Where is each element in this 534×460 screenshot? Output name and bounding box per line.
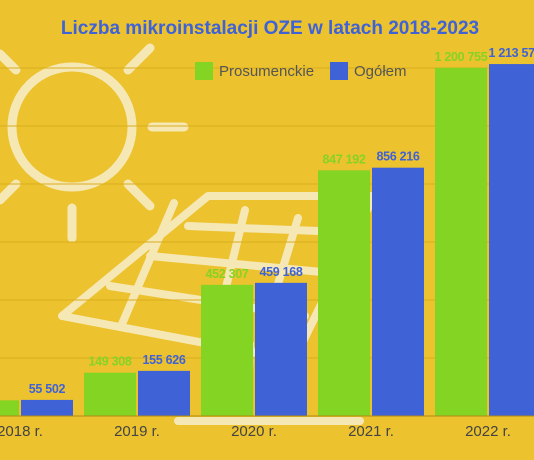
- bars: [0, 64, 534, 417]
- sun-icon: [7, 62, 137, 192]
- data-label: 847 192: [322, 152, 365, 166]
- bar: [255, 282, 307, 416]
- legend-swatch: [330, 62, 348, 80]
- data-label: 149 308: [88, 355, 131, 369]
- bar: [489, 64, 534, 417]
- data-label: 1 213 571: [489, 46, 534, 60]
- bar: [435, 67, 487, 416]
- bar: [0, 400, 19, 416]
- data-label: 1 200 755: [435, 50, 488, 64]
- data-labels: 55 502 149 308 155 626 452 307 459 168 847 19…: [29, 46, 534, 396]
- data-label: 55 502: [29, 382, 66, 396]
- sun-and-solar-panel-decoration: [0, 43, 378, 425]
- x-tick-label: 2020 r.: [231, 423, 277, 440]
- legend: Prosumenckie Ogółem: [195, 62, 407, 80]
- sun-rays: [0, 43, 189, 243]
- x-tick-label: 2021 r.: [348, 423, 394, 440]
- data-label: 155 626: [142, 353, 185, 367]
- bar: [201, 284, 253, 416]
- legend-swatch: [195, 62, 213, 80]
- legend-label: Ogółem: [354, 63, 407, 80]
- bar: [138, 370, 190, 416]
- x-tick-label: 2022 r.: [465, 423, 511, 440]
- data-label: 459 168: [259, 265, 302, 279]
- x-axis: 2018 r. 2019 r. 2020 r. 2021 r. 2022 r.: [0, 415, 534, 440]
- x-tick-label: 2018 r.: [0, 423, 43, 440]
- bar: [84, 372, 136, 416]
- bar: [21, 399, 73, 416]
- legend-label: Prosumenckie: [219, 63, 314, 80]
- bar: [372, 167, 424, 416]
- x-tick-label: 2019 r.: [114, 423, 160, 440]
- data-label: 452 307: [205, 267, 248, 281]
- bar: [318, 170, 370, 416]
- chart-title: Liczba mikroinstalacji OZE w latach 2018…: [61, 18, 479, 39]
- data-label: 856 216: [376, 150, 419, 164]
